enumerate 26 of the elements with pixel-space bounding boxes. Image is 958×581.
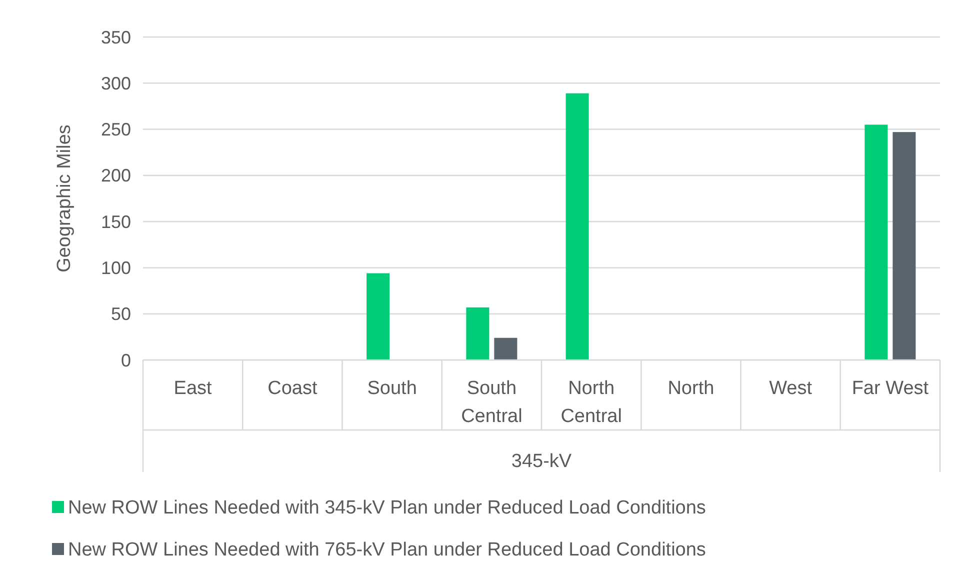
bar [466, 307, 490, 360]
y-tick-label: 350 [100, 27, 131, 48]
legend-label: New ROW Lines Needed with 765-kV Plan under Reduced Load Conditions [68, 540, 706, 561]
x-tick-label: East [174, 378, 213, 399]
x-axis-title: 345-kV [511, 451, 572, 472]
x-tick-label: South Central [461, 378, 522, 427]
y-axis-title: Geographic Miles [54, 124, 75, 272]
legend-label: New ROW Lines Needed with 345-kV Plan under Reduced Load Conditions [68, 498, 706, 519]
x-tick-label: West [769, 378, 813, 399]
bar [366, 273, 390, 360]
x-tick-label: Far West [852, 378, 930, 399]
x-tick-label: South [367, 378, 417, 399]
y-tick-label: 100 [100, 258, 131, 278]
bar [892, 132, 916, 360]
bar [566, 93, 589, 360]
y-tick-label: 150 [100, 212, 131, 232]
bar [494, 338, 518, 360]
y-tick-label: 50 [110, 304, 131, 324]
bar [864, 124, 888, 360]
y-tick-label: 300 [100, 73, 131, 94]
x-tick-label: North [668, 378, 714, 399]
y-tick-label: 200 [100, 166, 131, 186]
x-tick-label: Coast [268, 378, 318, 399]
x-tick-label: North Central [560, 378, 622, 427]
y-tick-label: 250 [100, 120, 131, 140]
y-tick-label: 0 [120, 350, 131, 370]
